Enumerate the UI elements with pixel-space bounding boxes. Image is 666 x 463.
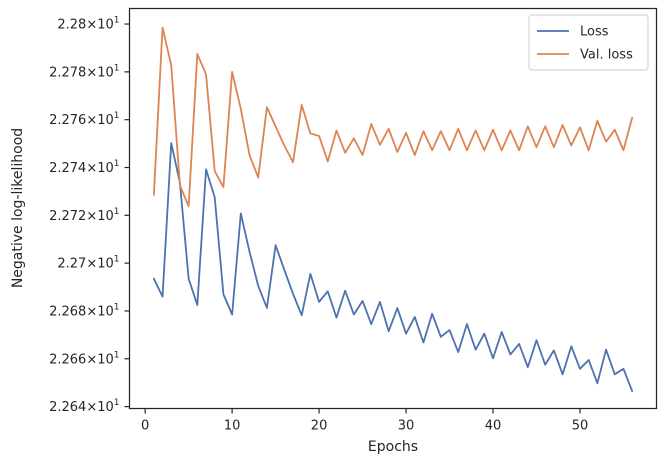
y-tick-multiplier: ×10	[86, 257, 113, 272]
y-tick-multiplier: ×10	[86, 400, 113, 415]
y-tick-multiplier: ×10	[86, 18, 113, 33]
y-tick-multiplier: ×10	[86, 113, 113, 128]
y-tick-exponent: 1	[114, 398, 120, 408]
y-tick-exponent: 1	[114, 16, 120, 26]
x-axis-label: Epochs	[368, 439, 418, 455]
y-tick-mantissa: 2.27	[57, 257, 86, 272]
legend-label-loss: Loss	[580, 25, 609, 40]
legend-label-val-loss: Val. loss	[580, 48, 633, 63]
y-tick-label: 2.27×101	[57, 255, 119, 272]
y-tick-mantissa: 2.272	[49, 209, 86, 224]
y-tick-multiplier: ×10	[86, 161, 113, 176]
y-tick-label: 2.268×101	[49, 302, 119, 319]
y-tick-mantissa: 2.266	[49, 352, 86, 367]
y-tick-label: 2.264×101	[49, 398, 119, 415]
x-tick-label: 10	[224, 419, 241, 434]
y-tick-exponent: 1	[114, 302, 120, 312]
legend: Loss Val. loss	[528, 14, 649, 71]
y-tick-exponent: 1	[114, 255, 120, 265]
y-axis-label: Negative log-likelihood	[10, 128, 26, 288]
series-lines	[152, 26, 634, 392]
y-tick-multiplier: ×10	[86, 65, 113, 80]
x-tick-label: 20	[311, 419, 328, 434]
y-axis-ticks: 2.264×1012.266×1012.268×1012.27×1012.272…	[49, 16, 130, 415]
y-tick-mantissa: 2.268	[49, 304, 86, 319]
y-tick-label: 2.274×101	[49, 159, 119, 176]
y-tick-label: 2.272×101	[49, 207, 119, 224]
y-tick-exponent: 1	[114, 63, 120, 73]
y-tick-label: 2.266×101	[49, 350, 119, 367]
legend-box	[528, 14, 649, 71]
plot-frame	[128, 7, 658, 410]
plot-area	[129, 8, 657, 409]
y-tick-mantissa: 2.278	[49, 65, 86, 80]
y-tick-exponent: 1	[114, 159, 120, 169]
y-tick-multiplier: ×10	[86, 209, 113, 224]
y-tick-label: 2.276×101	[49, 111, 119, 128]
y-tick-multiplier: ×10	[86, 352, 113, 367]
y-tick-mantissa: 2.28	[57, 18, 86, 33]
series-line-loss	[152, 142, 634, 392]
x-tick-label: 30	[398, 419, 415, 434]
y-tick-mantissa: 2.274	[49, 161, 86, 176]
y-tick-label: 2.28×101	[57, 16, 119, 33]
x-tick-label: 0	[141, 419, 149, 434]
x-tick-label: 50	[572, 419, 589, 434]
x-tick-label: 40	[485, 419, 502, 434]
y-tick-exponent: 1	[114, 111, 120, 121]
y-tick-multiplier: ×10	[86, 304, 113, 319]
y-tick-exponent: 1	[114, 207, 120, 217]
x-axis-ticks: 0 10 20 30 40 50	[141, 408, 589, 434]
y-tick-exponent: 1	[114, 350, 120, 360]
y-tick-mantissa: 2.276	[49, 113, 86, 128]
y-tick-label: 2.278×101	[49, 63, 119, 80]
y-tick-mantissa: 2.264	[49, 400, 86, 415]
series-line-val-loss	[152, 26, 634, 208]
